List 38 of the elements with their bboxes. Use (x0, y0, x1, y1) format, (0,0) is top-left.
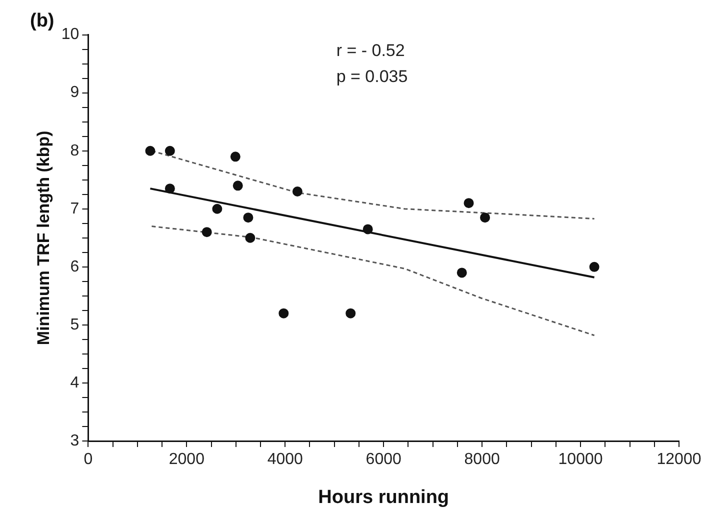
y-tick-label: 10 (61, 26, 80, 44)
point (464, 198, 474, 208)
y-tick-label: 7 (70, 200, 80, 218)
annotation: r = - 0.52 (336, 40, 405, 60)
point (243, 212, 254, 223)
x-tick-label: 6000 (366, 451, 402, 468)
point (145, 146, 156, 156)
annotation: p = 0.035 (336, 66, 408, 86)
point (456, 268, 467, 278)
y-axis-title: Minimum TRF length (kbp) (34, 130, 53, 346)
y-tick-label: 6 (70, 258, 80, 276)
line-series (150, 226, 596, 336)
point (245, 232, 256, 243)
point (480, 212, 490, 223)
x-tick-label: 10000 (558, 451, 603, 468)
y-tick-label: 9 (70, 84, 80, 102)
x-tick-label: 4000 (267, 451, 304, 468)
chart-title: (b) (30, 10, 54, 32)
point (230, 152, 240, 162)
y-tick-label: 5 (70, 316, 80, 334)
x-axis-title: Hours running (318, 486, 450, 508)
point (362, 224, 373, 234)
y-tick-label: 8 (70, 142, 80, 160)
x-tick-label: 0 (84, 451, 93, 468)
y-tick-label: 4 (70, 374, 80, 392)
point (278, 308, 289, 318)
x-tick-label: 2000 (168, 451, 205, 468)
point (212, 204, 222, 214)
point (164, 184, 175, 194)
point (232, 180, 243, 191)
point (164, 146, 175, 156)
point (202, 227, 212, 238)
x-tick-label: 12000 (656, 451, 702, 468)
point (589, 262, 600, 272)
point (346, 308, 356, 318)
x-tick-label: 8000 (464, 451, 500, 468)
y-tick-label: 3 (70, 432, 80, 450)
point (292, 186, 302, 196)
